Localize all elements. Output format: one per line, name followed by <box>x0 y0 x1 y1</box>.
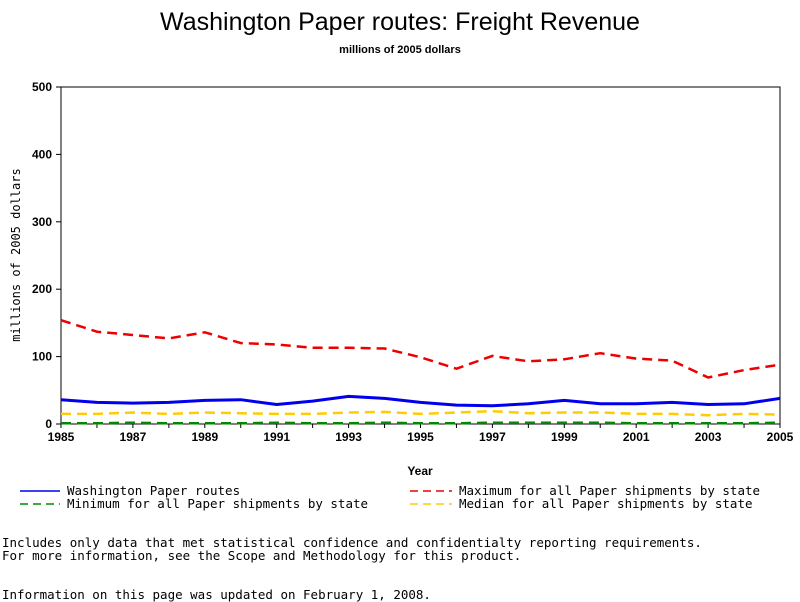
series-line-maximum <box>60 319 781 379</box>
x-tick-label: 2003 <box>695 430 722 444</box>
series-line-washington-paper-routes <box>60 394 781 408</box>
y-tick-label: 500 <box>32 80 52 94</box>
legend: Washington Paper routes Maximum for all P… <box>20 483 760 511</box>
x-axis-label: Year <box>407 464 433 478</box>
x-tick-label: 1999 <box>551 430 578 444</box>
x-tick-label: 1985 <box>48 430 75 444</box>
x-tick-label: 1993 <box>335 430 362 444</box>
legend-label-maximum: Maximum for all Paper shipments by state <box>459 483 760 498</box>
x-tick-label: 1989 <box>191 430 218 444</box>
y-axis: 0 100 200 300 400 500 <box>32 80 61 431</box>
series-line-median <box>61 409 781 417</box>
x-tick-label: 2001 <box>623 430 650 444</box>
x-tick-label: 2005 <box>767 430 794 444</box>
series-line-minimum <box>61 421 781 425</box>
series-lines <box>60 319 781 425</box>
confidence-note: Includes only data that met statistical … <box>2 535 702 550</box>
legend-label-washington-paper-routes: Washington Paper routes <box>67 483 240 498</box>
x-tick-label: 1991 <box>263 430 290 444</box>
y-axis-label: millions of 2005 dollars <box>9 168 23 341</box>
update-note: Information on this page was updated on … <box>2 587 431 602</box>
y-tick-label: 100 <box>32 350 52 364</box>
chart-subtitle: millions of 2005 dollars <box>339 44 461 56</box>
legend-label-minimum: Minimum for all Paper shipments by state <box>67 496 368 511</box>
chart-title: Washington Paper routes: Freight Revenue <box>160 8 640 36</box>
x-axis: 1985 1987 1989 1991 1993 1995 1997 1999 2001 2003… <box>48 424 794 444</box>
y-tick-label: 0 <box>45 417 52 431</box>
plot-area-frame <box>60 86 781 425</box>
x-tick-label: 1987 <box>120 430 147 444</box>
y-tick-label: 400 <box>32 147 52 161</box>
methodology-note: For more information, see the Scope and … <box>2 548 522 563</box>
y-tick-label: 200 <box>32 282 52 296</box>
x-tick-label: 1995 <box>407 430 434 444</box>
legend-label-median: Median for all Paper shipments by state <box>459 496 753 511</box>
x-tick-label: 1997 <box>479 430 506 444</box>
y-tick-label: 300 <box>32 215 52 229</box>
